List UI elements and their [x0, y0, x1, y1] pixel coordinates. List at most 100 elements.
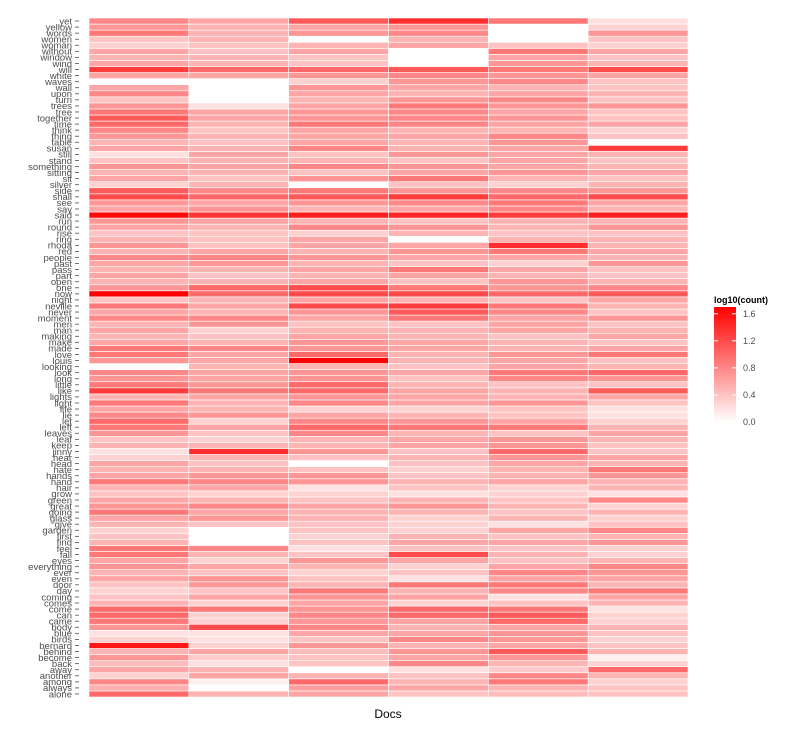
heatmap-cell	[88, 551, 190, 558]
heatmap-cell	[88, 266, 190, 273]
y-tick-label: white	[49, 71, 72, 82]
heatmap-cell	[587, 630, 689, 637]
heatmap-cell	[188, 539, 289, 546]
heatmap-cell	[188, 630, 289, 637]
heatmap-cell	[488, 23, 589, 31]
heatmap-cell	[88, 533, 190, 540]
heatmap-cell	[488, 448, 589, 455]
heatmap-cell	[88, 229, 190, 237]
heatmap-cell	[587, 351, 689, 358]
heatmap-cell	[188, 120, 289, 128]
heatmap-cell	[288, 587, 389, 595]
heatmap-cell	[587, 17, 689, 25]
y-tick-label: door	[53, 580, 72, 591]
y-tick-label: trees	[51, 101, 72, 112]
heatmap-cell	[188, 666, 289, 674]
heatmap-cell	[188, 163, 289, 170]
heatmap-cell	[488, 193, 589, 201]
y-tick-label: great	[50, 501, 72, 512]
heatmap-cell	[488, 545, 589, 552]
heatmap-cell	[388, 120, 489, 128]
heatmap-cell	[188, 102, 289, 110]
heatmap-cell	[587, 648, 689, 655]
heatmap-cell	[488, 484, 589, 492]
heatmap-cell	[188, 599, 289, 607]
heatmap-cell	[288, 157, 389, 164]
heatmap-cell	[288, 411, 389, 419]
heatmap-cell	[88, 514, 190, 522]
heatmap-cell	[587, 623, 689, 631]
heatmap-cell	[388, 345, 489, 352]
heatmap-cell	[587, 254, 689, 261]
heatmap-cell	[587, 181, 689, 189]
heatmap-cell	[488, 108, 589, 116]
heatmap-cell	[88, 593, 190, 601]
heatmap-cell	[288, 514, 389, 522]
heatmap-cell	[587, 423, 689, 431]
heatmap-cell	[188, 605, 289, 613]
heatmap-cell	[488, 96, 589, 104]
heatmap-cell	[488, 660, 589, 667]
heatmap-cell	[587, 484, 689, 492]
y-tick-label: say	[57, 204, 72, 215]
heatmap-cell	[388, 260, 489, 267]
heatmap-cell	[587, 138, 689, 146]
heatmap-cell	[587, 314, 689, 322]
heatmap-cell	[488, 217, 589, 225]
y-tick-label: eyes	[52, 556, 72, 567]
heatmap-cell	[88, 60, 190, 67]
heatmap-cell	[488, 581, 589, 589]
heatmap-cell	[488, 472, 589, 480]
heatmap-cell	[587, 126, 689, 134]
heatmap-cell	[587, 508, 689, 516]
heatmap-cell	[288, 235, 389, 243]
heatmap-cell	[288, 23, 389, 31]
heatmap-cell	[88, 151, 190, 158]
y-tick-label: love	[55, 350, 72, 361]
heatmap-cell	[587, 575, 689, 583]
y-tick-label: sit	[63, 174, 73, 185]
y-tick-label: keep	[51, 441, 72, 452]
heatmap-cell	[488, 648, 589, 655]
heatmap-cell	[587, 563, 689, 570]
heatmap-cell	[188, 193, 289, 201]
heatmap-cell	[88, 660, 190, 667]
heatmap-cell	[288, 223, 389, 231]
heatmap-cell	[288, 339, 389, 346]
heatmap-cell	[587, 690, 689, 698]
heatmap-cell	[388, 193, 489, 201]
heatmap-cell	[288, 242, 389, 249]
y-tick-label: man	[54, 326, 72, 337]
heatmap-cell	[188, 490, 289, 498]
heatmap-cell	[288, 454, 389, 461]
heatmap-cell	[288, 102, 389, 110]
heatmap-cell	[88, 411, 190, 419]
y-tick-label: making	[41, 332, 72, 343]
y-tick-label: time	[54, 119, 72, 130]
heatmap-cell	[488, 557, 589, 564]
heatmap-cell	[587, 290, 689, 298]
heatmap-cell	[488, 369, 589, 376]
heatmap-cell	[488, 223, 589, 231]
heatmap-cell	[188, 429, 289, 437]
heatmap-cell	[587, 114, 689, 122]
heatmap-cell	[488, 611, 589, 619]
heatmap-cell	[88, 205, 190, 213]
heatmap-cell	[488, 636, 589, 643]
legend-title: log10(count)	[714, 295, 768, 305]
heatmap-cell	[587, 539, 689, 546]
heatmap-cell	[587, 132, 689, 140]
heatmap-cell	[188, 387, 289, 395]
heatmap-cell	[587, 211, 689, 219]
heatmap-cell	[388, 551, 489, 558]
heatmap-cell	[188, 332, 289, 340]
heatmap-cell	[488, 490, 589, 498]
heatmap-cell	[188, 502, 289, 510]
heatmap-cell	[488, 151, 589, 158]
heatmap-cell	[488, 630, 589, 637]
heatmap-cell	[388, 205, 489, 213]
y-tick-label: now	[55, 289, 73, 300]
y-tick-label: ever	[54, 568, 72, 579]
heatmap-cell	[388, 169, 489, 176]
heatmap-cell	[88, 169, 190, 176]
